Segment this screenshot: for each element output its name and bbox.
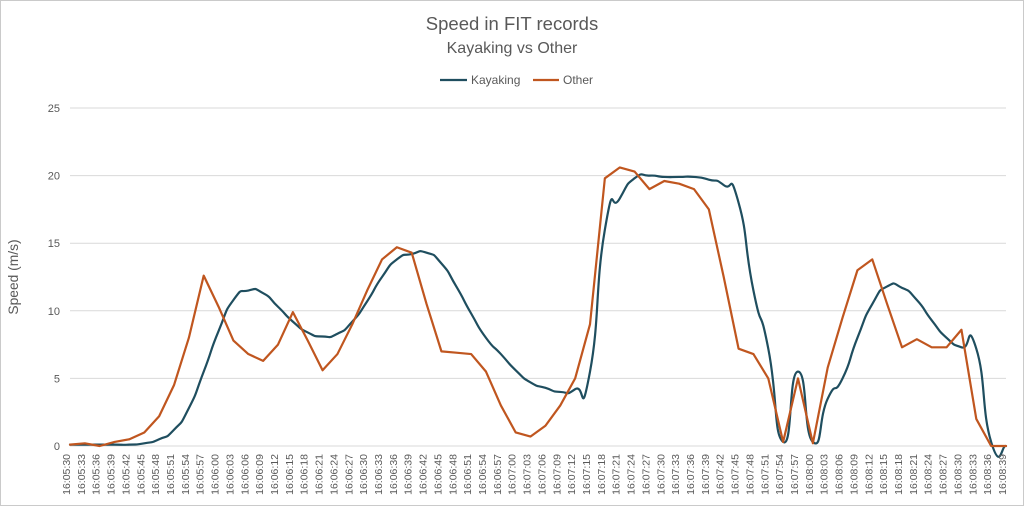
svg-text:16:08:24: 16:08:24 [923, 454, 935, 495]
svg-text:16:06:12: 16:06:12 [269, 454, 281, 495]
svg-text:16:07:57: 16:07:57 [789, 454, 801, 495]
svg-text:16:08:00: 16:08:00 [804, 454, 816, 495]
svg-text:16:08:09: 16:08:09 [848, 454, 860, 495]
svg-text:15: 15 [48, 238, 60, 250]
svg-text:16:07:21: 16:07:21 [611, 454, 623, 495]
svg-text:16:06:45: 16:06:45 [432, 454, 444, 495]
svg-text:16:07:00: 16:07:00 [507, 454, 519, 495]
svg-text:16:08:33: 16:08:33 [967, 454, 979, 495]
svg-text:20: 20 [48, 171, 60, 183]
svg-text:16:05:36: 16:05:36 [91, 454, 103, 495]
svg-text:16:06:54: 16:06:54 [477, 454, 489, 495]
svg-text:0: 0 [54, 441, 60, 453]
svg-text:16:07:54: 16:07:54 [774, 454, 786, 495]
svg-text:16:07:30: 16:07:30 [655, 454, 667, 495]
svg-text:16:05:51: 16:05:51 [165, 454, 177, 495]
svg-text:16:05:57: 16:05:57 [195, 454, 207, 495]
svg-text:16:07:15: 16:07:15 [581, 454, 593, 495]
svg-text:16:05:33: 16:05:33 [76, 454, 88, 495]
svg-text:Speed in FIT records: Speed in FIT records [426, 13, 598, 34]
svg-text:16:05:54: 16:05:54 [180, 454, 192, 495]
svg-text:16:06:00: 16:06:00 [210, 454, 222, 495]
svg-text:16:06:36: 16:06:36 [388, 454, 400, 495]
svg-text:16:06:42: 16:06:42 [418, 454, 430, 495]
svg-text:16:05:42: 16:05:42 [120, 454, 132, 495]
svg-text:16:08:30: 16:08:30 [952, 454, 964, 495]
svg-text:16:07:18: 16:07:18 [596, 454, 608, 495]
svg-text:16:05:30: 16:05:30 [61, 454, 73, 495]
svg-text:16:06:21: 16:06:21 [314, 454, 326, 495]
svg-text:16:06:09: 16:06:09 [254, 454, 266, 495]
svg-text:Kayaking: Kayaking [471, 73, 520, 87]
svg-text:16:06:57: 16:06:57 [492, 454, 504, 495]
svg-text:16:07:42: 16:07:42 [715, 454, 727, 495]
svg-text:Speed (m/s): Speed (m/s) [6, 239, 21, 314]
svg-text:16:07:06: 16:07:06 [536, 454, 548, 495]
svg-text:16:07:24: 16:07:24 [626, 454, 638, 495]
svg-text:16:06:03: 16:06:03 [224, 454, 236, 495]
svg-text:16:08:21: 16:08:21 [908, 454, 920, 495]
svg-text:16:07:03: 16:07:03 [522, 454, 534, 495]
svg-text:16:07:48: 16:07:48 [744, 454, 756, 495]
svg-text:16:08:18: 16:08:18 [893, 454, 905, 495]
svg-text:16:07:39: 16:07:39 [700, 454, 712, 495]
svg-text:16:07:51: 16:07:51 [759, 454, 771, 495]
svg-text:16:07:12: 16:07:12 [566, 454, 578, 495]
svg-text:16:08:36: 16:08:36 [982, 454, 994, 495]
svg-text:16:06:06: 16:06:06 [239, 454, 251, 495]
svg-text:5: 5 [54, 373, 60, 385]
svg-text:16:08:27: 16:08:27 [938, 454, 950, 495]
svg-text:16:07:27: 16:07:27 [640, 454, 652, 495]
svg-text:16:05:48: 16:05:48 [150, 454, 162, 495]
svg-text:Kayaking vs Other: Kayaking vs Other [447, 40, 578, 57]
svg-text:10: 10 [48, 306, 60, 318]
svg-text:16:08:39: 16:08:39 [997, 454, 1009, 495]
svg-text:Other: Other [563, 73, 593, 87]
svg-text:16:06:15: 16:06:15 [284, 454, 296, 495]
svg-text:16:06:48: 16:06:48 [447, 454, 459, 495]
svg-text:16:06:18: 16:06:18 [299, 454, 311, 495]
svg-text:16:07:36: 16:07:36 [685, 454, 697, 495]
svg-text:16:06:27: 16:06:27 [343, 454, 355, 495]
svg-text:16:08:15: 16:08:15 [878, 454, 890, 495]
svg-text:16:06:33: 16:06:33 [373, 454, 385, 495]
svg-text:16:07:45: 16:07:45 [730, 454, 742, 495]
svg-text:16:05:45: 16:05:45 [135, 454, 147, 495]
svg-text:16:08:06: 16:08:06 [834, 454, 846, 495]
svg-text:16:06:39: 16:06:39 [403, 454, 415, 495]
svg-text:16:06:30: 16:06:30 [358, 454, 370, 495]
svg-text:16:08:03: 16:08:03 [819, 454, 831, 495]
svg-text:16:08:12: 16:08:12 [863, 454, 875, 495]
svg-text:25: 25 [48, 103, 60, 115]
svg-text:16:06:51: 16:06:51 [462, 454, 474, 495]
svg-text:16:07:33: 16:07:33 [670, 454, 682, 495]
svg-text:16:05:39: 16:05:39 [106, 454, 118, 495]
svg-text:16:06:24: 16:06:24 [328, 454, 340, 495]
svg-text:16:07:09: 16:07:09 [551, 454, 563, 495]
